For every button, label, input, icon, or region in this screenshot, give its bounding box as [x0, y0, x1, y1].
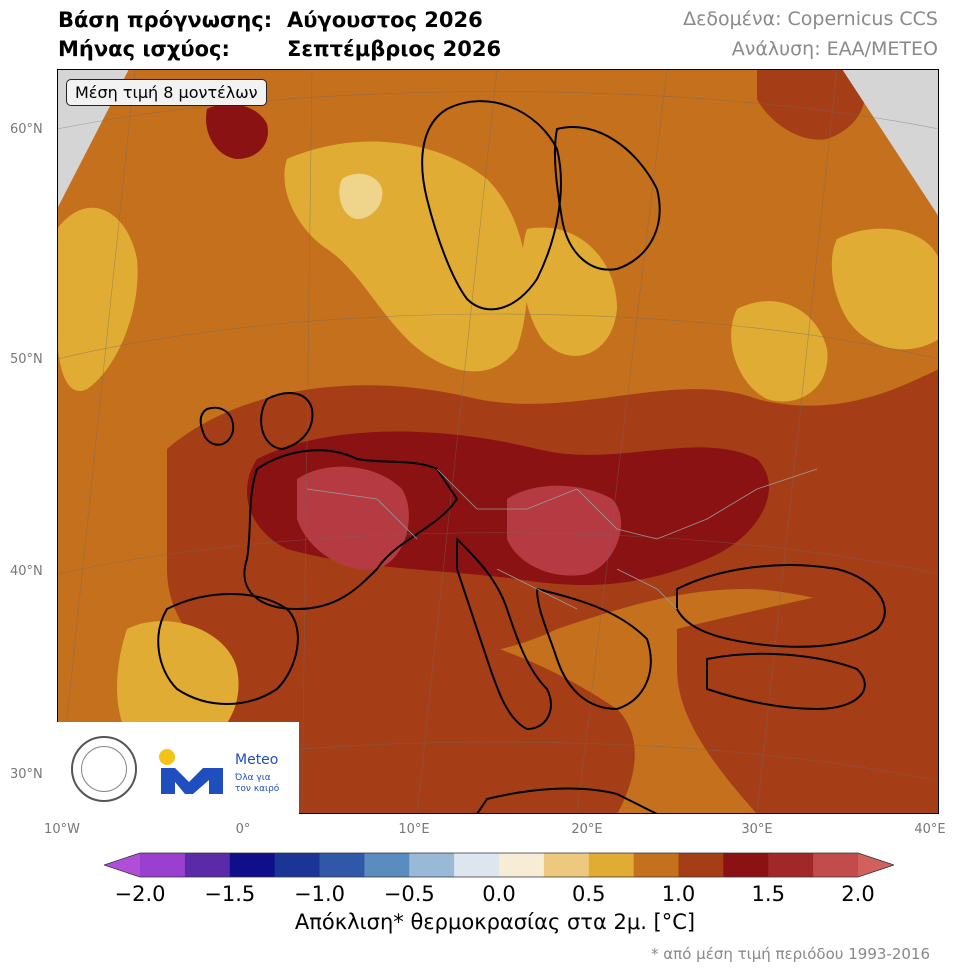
no-data-corner-east — [842, 69, 939, 217]
north-sea-pale-spot — [339, 173, 383, 219]
meteo-logo-icon — [159, 749, 223, 794]
colorbar-cell — [678, 853, 724, 877]
country-borders — [306, 468, 818, 610]
meteo-brand-name: Meteo — [235, 752, 279, 768]
map-canvas — [57, 69, 939, 814]
colorbar-tick-label: 0.5 — [572, 882, 606, 906]
lon-label-0: 0° — [235, 822, 251, 837]
colorbar-tick-label: 2.0 — [841, 882, 875, 906]
coastlines — [157, 100, 886, 814]
colorbar-tick-label: 1.0 — [661, 882, 696, 906]
colorbar-cell — [364, 853, 410, 877]
forecast-base-value: Αύγουστος 2026 — [287, 8, 483, 32]
meteo-tagline-2: τον καιρό — [235, 784, 280, 794]
east-russia-light-zone — [831, 228, 939, 350]
colorbar-cell — [588, 853, 635, 877]
colorbar-cell — [633, 853, 680, 877]
russia-light-zone — [731, 301, 828, 402]
observatory-seal-logo — [71, 736, 137, 802]
graticule — [57, 69, 939, 814]
colorbar-tick-label: 1.5 — [751, 882, 785, 906]
colorbar-cell — [274, 853, 321, 877]
meteo-tagline-1: Όλα για — [235, 773, 271, 783]
colorbar-cell — [499, 853, 545, 877]
colorbar-outline — [104, 852, 894, 878]
france-peak — [297, 466, 409, 570]
colorbar-under-triangle — [104, 853, 140, 877]
lon-label-40e: 40°E — [914, 822, 946, 837]
colorbar-tick-label: −1.5 — [204, 882, 256, 906]
north-east-rust-patch — [757, 69, 866, 140]
colorbar — [104, 852, 894, 878]
hungary-peak — [507, 485, 622, 576]
lon-label-30e: 30°E — [741, 822, 773, 837]
meteo-sun-icon — [159, 749, 175, 765]
meteo-m-icon — [161, 768, 223, 794]
colorbar-cell — [319, 853, 365, 877]
data-source: Δεδομένα: Copernicus CCS — [683, 8, 938, 30]
forecast-base-label: Βάση πρόγνωσης: — [58, 8, 273, 32]
colorbar-cell — [140, 853, 186, 877]
logo-panel: Meteo Όλα για τον καιρό — [57, 722, 299, 814]
anomaly-map — [57, 69, 939, 814]
map-frame — [57, 69, 939, 814]
colorbar-cell — [454, 853, 500, 877]
colorbar-over-triangle — [858, 853, 894, 877]
colorbar-cell — [409, 853, 455, 877]
colorbar-tick-label: −2.0 — [114, 882, 166, 906]
lon-label-10w: 10°W — [44, 822, 80, 837]
colorbar-tick-label: 0.0 — [482, 882, 516, 906]
valid-month-label: Μήνας ισχύος: — [58, 37, 230, 61]
lat-label-40n: 40°N — [10, 564, 43, 579]
reference-period-footnote: * από μέση τιμή περιόδου 1993-2016 — [651, 945, 930, 963]
lat-label-50n: 50°N — [10, 352, 43, 367]
west-atlantic-light-zone — [57, 207, 138, 391]
colorbar-title: Απόκλιση* θερμοκρασίας στα 2μ. [°C] — [294, 910, 696, 934]
valid-month-value: Σεπτέμβριος 2026 — [287, 37, 502, 61]
colorbar-cell — [543, 853, 590, 877]
colorbar-cell — [813, 853, 859, 877]
lat-label-60n: 60°N — [10, 122, 43, 137]
north-atlantic-hot-patch — [206, 104, 268, 159]
colorbar-tick-label: −1.0 — [294, 882, 345, 906]
lon-label-10e: 10°E — [398, 822, 430, 837]
colorbar-cell — [768, 853, 814, 877]
colorbar-cell — [184, 853, 231, 877]
lon-label-20e: 20°E — [571, 822, 603, 837]
lat-label-30n: 30°N — [10, 767, 43, 782]
analysis-credit: Ανάλυση: ΕΑΑ/METEO — [731, 38, 938, 60]
model-mean-note: Μέση τιμή 8 μοντέλων — [66, 79, 267, 106]
colorbar-cell — [229, 853, 276, 877]
colorbar-tick-label: −0.5 — [383, 882, 435, 906]
colorbar-cell — [723, 853, 769, 877]
